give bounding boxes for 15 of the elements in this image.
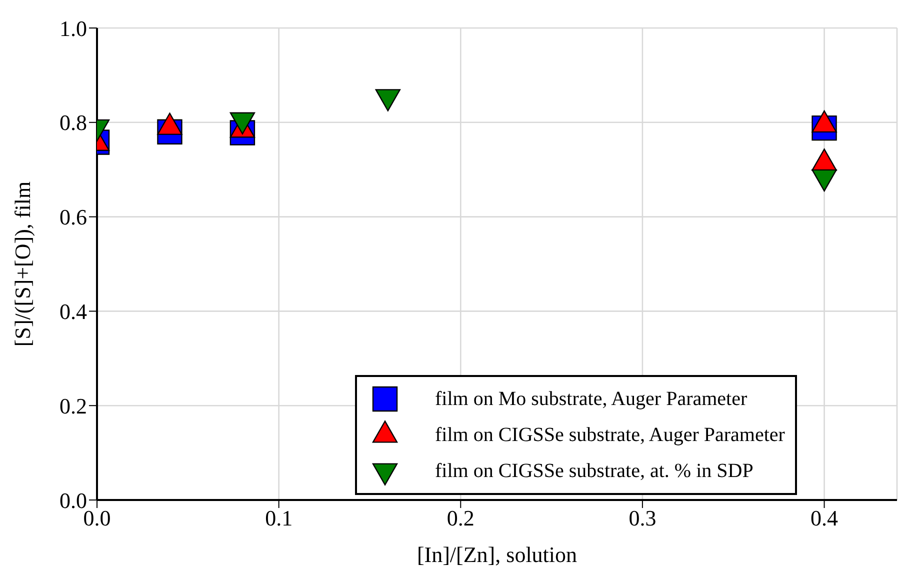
x-tick-label: 0.1	[265, 506, 293, 531]
y-tick-label: 1.0	[60, 16, 87, 41]
legend-label: film on CIGSSe substrate, Auger Parameter	[435, 424, 785, 446]
x-tick-label: 0.2	[446, 506, 474, 531]
x-axis-title: [In]/[Zn], solution	[416, 542, 578, 567]
y-tick-label: 0.4	[60, 299, 87, 324]
y-tick-label: 0.6	[60, 204, 87, 230]
legend-label: film on Mo substrate, Auger Parameter	[435, 388, 748, 410]
y-axis-title: [S]/([S]+[O]), film	[10, 181, 35, 347]
y-tick-label: 0.2	[60, 393, 87, 418]
y-tick-label: 0.0	[60, 488, 87, 513]
x-tick-label: 0.3	[628, 506, 656, 531]
legend-label: film on CIGSSe substrate, at. % in SDP	[435, 460, 754, 482]
y-tick-label: 0.8	[60, 110, 87, 136]
x-tick-label: 0.4	[810, 506, 838, 531]
